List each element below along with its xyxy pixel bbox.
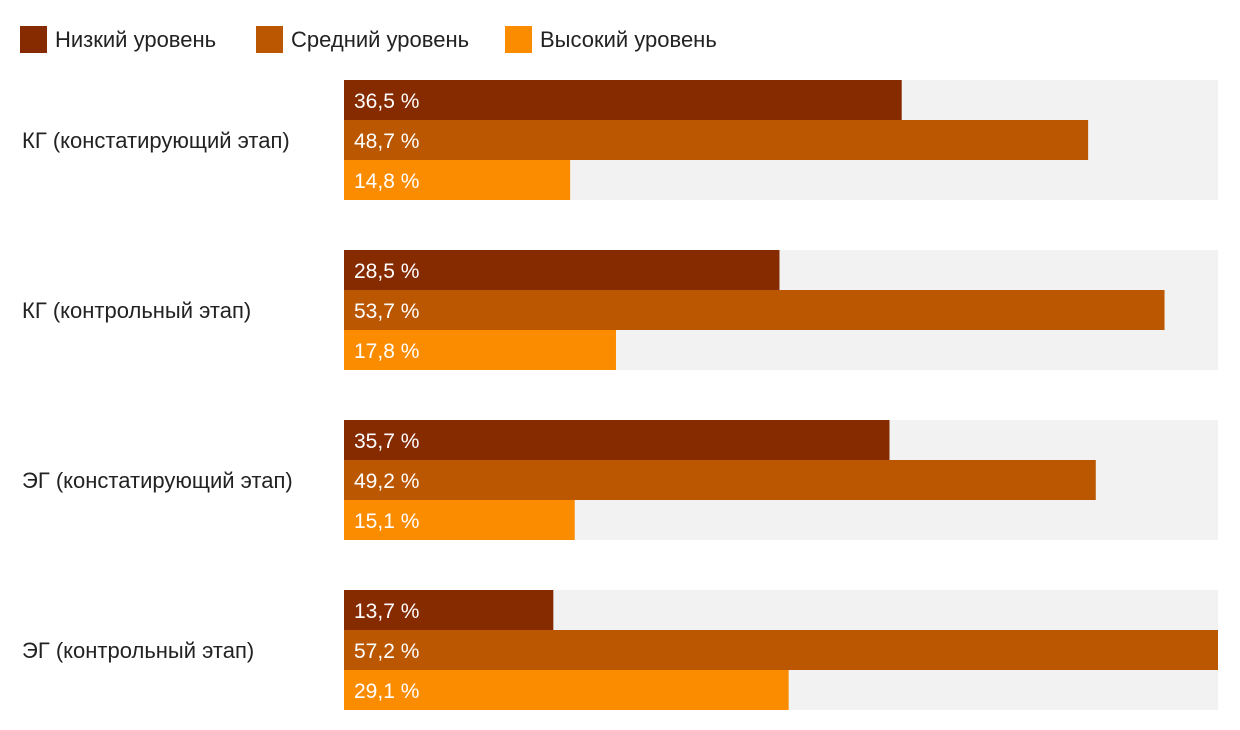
- value-label-1-1: 36,5 %: [354, 90, 419, 113]
- bar-2-2: [344, 290, 1165, 330]
- bar-3-3: [344, 500, 575, 540]
- category-label-2: КГ (контрольный этап): [22, 298, 251, 323]
- category-label-1: КГ (констатирующий этап): [22, 128, 290, 153]
- category-label-4: ЭГ (контрольный этап): [22, 638, 254, 663]
- legend-swatch-2: [256, 26, 283, 53]
- value-label-4-3: 29,1 %: [354, 680, 419, 703]
- value-label-3-3: 15,1 %: [354, 510, 419, 533]
- value-label-2-1: 28,5 %: [354, 260, 419, 283]
- value-label-1-3: 14,8 %: [354, 170, 419, 193]
- value-label-1-2: 48,7 %: [354, 130, 419, 153]
- legend-swatch-3: [505, 26, 532, 53]
- bar-3-1: [344, 420, 890, 460]
- legend-label-2: Средний уровень: [291, 27, 469, 52]
- category-label-3: ЭГ (констатирующий этап): [22, 468, 293, 493]
- legend-label-3: Высокий уровень: [540, 27, 717, 52]
- bar-1-3: [344, 160, 571, 200]
- bar-4-1: [344, 590, 554, 630]
- legend-label-1: Низкий уровень: [55, 27, 216, 52]
- legend-swatch-1: [20, 26, 47, 53]
- bar-1-1: [344, 80, 902, 120]
- bar-4-2: [344, 630, 1218, 670]
- bar-2-1: [344, 250, 780, 290]
- value-label-2-2: 53,7 %: [354, 300, 419, 323]
- value-label-3-2: 49,2 %: [354, 470, 419, 493]
- value-label-4-2: 57,2 %: [354, 640, 419, 663]
- bar-2-3: [344, 330, 616, 370]
- value-label-2-3: 17,8 %: [354, 340, 419, 363]
- value-label-4-1: 13,7 %: [354, 600, 419, 623]
- bar-3-2: [344, 460, 1096, 500]
- bar-4-3: [344, 670, 789, 710]
- bar-1-2: [344, 120, 1089, 160]
- value-label-3-1: 35,7 %: [354, 430, 419, 453]
